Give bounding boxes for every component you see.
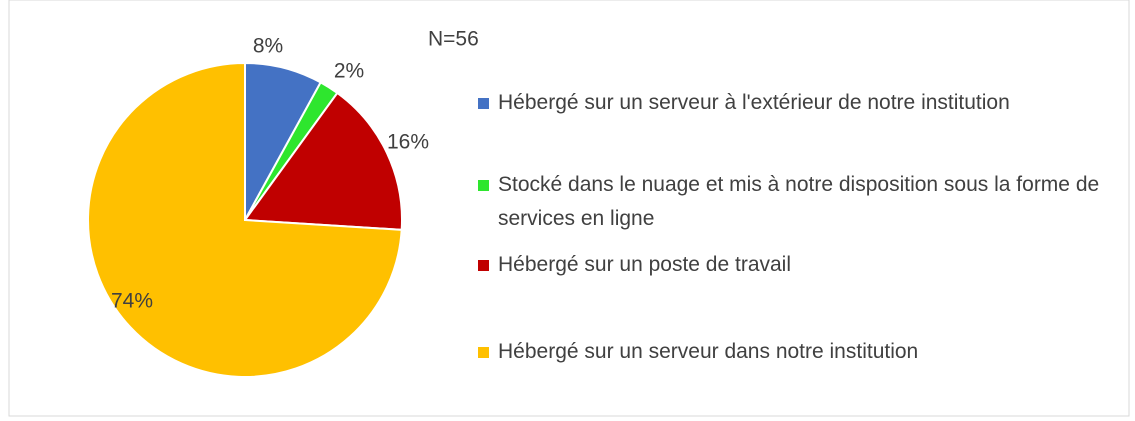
data-label: 74% <box>111 290 153 313</box>
pie-slice <box>87 61 403 378</box>
data-label: 8% <box>253 35 283 58</box>
legend-label: Hébergé sur un poste de travail <box>498 253 792 276</box>
legend-label: Stocké dans le nuage et mis à notre disp… <box>498 173 1100 230</box>
legend-label: Hébergé sur un serveur dans notre instit… <box>498 340 919 363</box>
pie-slice <box>243 91 403 231</box>
legend-swatch <box>478 180 489 191</box>
legend-swatch <box>478 347 489 358</box>
data-label: 2% <box>334 60 364 83</box>
chart-border <box>8 0 1130 417</box>
data-label: 16% <box>387 131 429 154</box>
legend-swatch <box>478 98 489 109</box>
annotation: N=56 <box>428 28 479 51</box>
legend-label: Hébergé sur un serveur à l'extérieur de … <box>498 91 1010 114</box>
legend-swatch <box>478 260 489 271</box>
